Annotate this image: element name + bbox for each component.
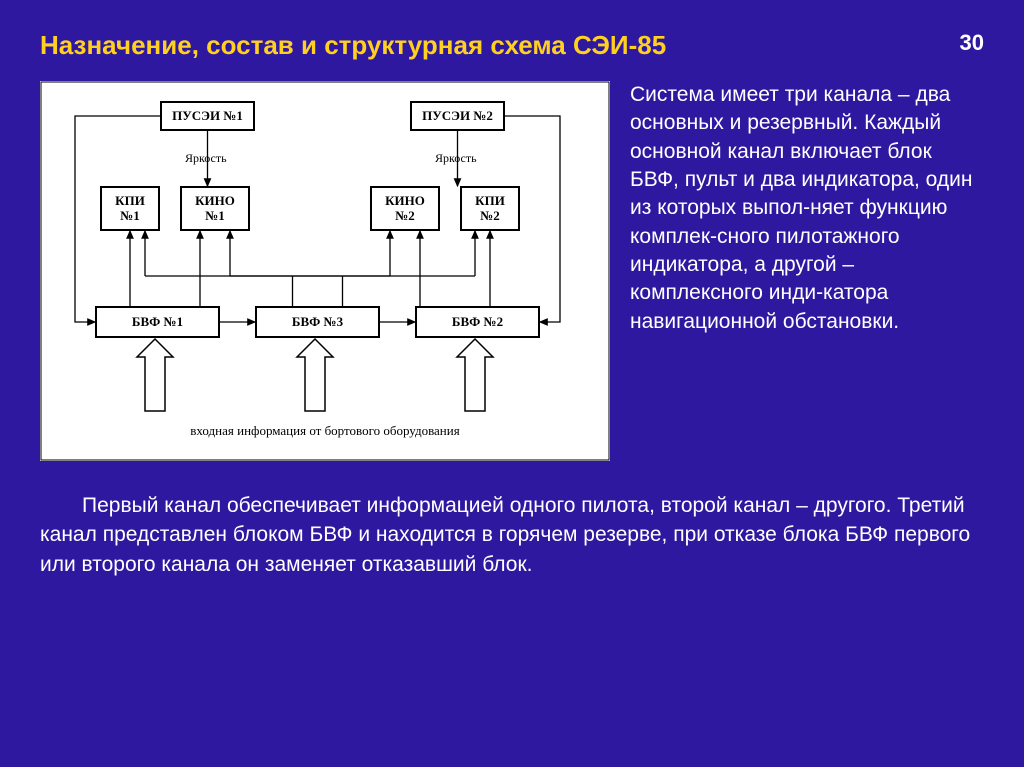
slide: 30 Назначение, состав и структурная схем… [0, 0, 1024, 767]
diagram-caption: входная информация от бортового оборудов… [40, 423, 610, 439]
block-diagram: ПУСЭИ №1 ПУСЭИ №2 КПИ№1 КИНО№1 КИНО№2 КПИ№2 БВ… [40, 81, 610, 461]
block-kino1: КИНО№1 [180, 186, 250, 231]
block-bvf2: БВФ №2 [415, 306, 540, 338]
side-paragraph: Система имеет три канала – два основных … [630, 81, 984, 336]
content-row: ПУСЭИ №1 ПУСЭИ №2 КПИ№1 КИНО№1 КИНО№2 КПИ№2 БВ… [40, 81, 984, 461]
block-pusei2: ПУСЭИ №2 [410, 101, 505, 131]
slide-title: Назначение, состав и структурная схема С… [40, 30, 984, 61]
block-kpi2: КПИ№2 [460, 186, 520, 231]
block-bvf3: БВФ №3 [255, 306, 380, 338]
label-brightness-2: Яркость [435, 151, 477, 166]
label-brightness-1: Яркость [185, 151, 227, 166]
block-kpi1: КПИ№1 [100, 186, 160, 231]
page-number: 30 [960, 30, 984, 56]
block-pusei1: ПУСЭИ №1 [160, 101, 255, 131]
diagram-connectors [40, 81, 610, 461]
block-kino2: КИНО№2 [370, 186, 440, 231]
bottom-paragraph: Первый канал обеспечивает информацией од… [40, 491, 984, 579]
block-bvf1: БВФ №1 [95, 306, 220, 338]
